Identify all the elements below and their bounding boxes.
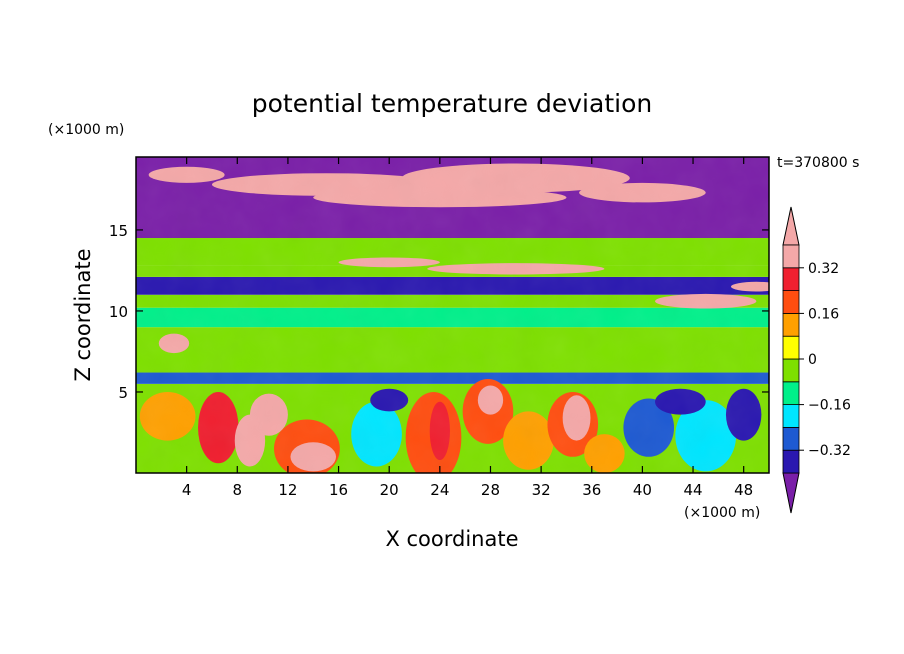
- colorbar-swatch: [782, 404, 800, 428]
- colorbar-extend-max: [782, 206, 800, 246]
- colorbar-label: −0.16: [808, 398, 851, 414]
- x-tick-label: 40: [633, 481, 652, 499]
- x-tick-label: 48: [734, 481, 753, 499]
- colorbar-label: 0.16: [808, 306, 839, 322]
- x-tick-label: 36: [582, 481, 601, 499]
- x-axis-label: X coordinate: [385, 527, 518, 551]
- colorbar-label: 0: [808, 352, 817, 368]
- colorbar-extend-min: [782, 472, 800, 514]
- colorbar-label: −0.32: [808, 443, 851, 459]
- x-tick-label: 28: [481, 481, 500, 499]
- colorbar-swatch: [782, 267, 800, 291]
- x-tick-label: 8: [233, 481, 243, 499]
- y-tick-label: 5: [118, 384, 128, 402]
- y-axis-label: Z coordinate: [71, 248, 95, 381]
- colorbar-swatch: [782, 358, 800, 383]
- colorbar-swatch: [782, 449, 800, 474]
- colorbar-swatch: [782, 426, 800, 451]
- chart-title: potential temperature deviation: [252, 89, 652, 118]
- colorbar: 0.32 0.16 0 −0.16 −0.32: [782, 206, 851, 514]
- plot-area: [136, 157, 769, 473]
- y-tick-label: 10: [109, 303, 128, 321]
- colorbar-swatch: [782, 312, 800, 337]
- x-tick-label: 20: [380, 481, 399, 499]
- x-tick-label: 32: [532, 481, 551, 499]
- colorbar-label: 0.32: [808, 261, 839, 277]
- y-axis: 5 10 15: [109, 222, 769, 402]
- x-unit-label: (×1000 m): [684, 505, 760, 521]
- x-tick-label: 44: [683, 481, 702, 499]
- x-tick-label: 16: [329, 481, 348, 499]
- colorbar-swatch: [782, 335, 800, 360]
- x-axis: 4 8 12 16 20 24 28 32 36 40 44 48: [182, 157, 753, 499]
- colorbar-swatch: [782, 244, 800, 269]
- y-tick-label: 15: [109, 222, 128, 240]
- x-tick-label: 12: [278, 481, 297, 499]
- y-unit-label: (×1000 m): [48, 122, 124, 138]
- time-label: t=370800 s: [777, 155, 859, 171]
- colorbar-swatch: [782, 290, 800, 314]
- x-tick-label: 24: [430, 481, 449, 499]
- field-texture: [136, 157, 769, 473]
- plot-frame: [135, 156, 770, 474]
- x-tick-label: 4: [182, 481, 192, 499]
- colorbar-swatch: [782, 381, 800, 405]
